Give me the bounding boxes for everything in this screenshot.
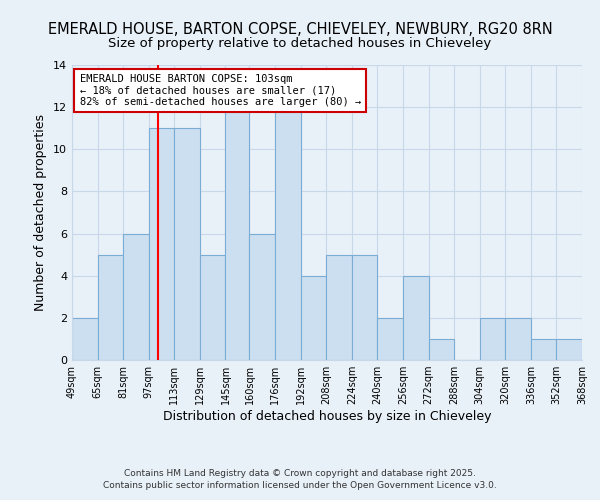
Bar: [301, 276, 326, 360]
Text: EMERALD HOUSE, BARTON COPSE, CHIEVELEY, NEWBURY, RG20 8RN: EMERALD HOUSE, BARTON COPSE, CHIEVELEY, …: [47, 22, 553, 38]
Bar: [505, 318, 531, 360]
Text: EMERALD HOUSE BARTON COPSE: 103sqm
← 18% of detached houses are smaller (17)
82%: EMERALD HOUSE BARTON COPSE: 103sqm ← 18%…: [80, 74, 361, 107]
Text: Size of property relative to detached houses in Chieveley: Size of property relative to detached ho…: [109, 38, 491, 51]
Text: Contains public sector information licensed under the Open Government Licence v3: Contains public sector information licen…: [103, 481, 497, 490]
Bar: [326, 254, 352, 360]
Bar: [428, 339, 454, 360]
Bar: [403, 276, 428, 360]
Bar: [275, 107, 301, 360]
Bar: [531, 339, 556, 360]
Bar: [98, 254, 123, 360]
Bar: [72, 318, 98, 360]
Y-axis label: Number of detached properties: Number of detached properties: [34, 114, 47, 311]
Bar: [226, 107, 250, 360]
Bar: [479, 318, 505, 360]
Bar: [123, 234, 149, 360]
Text: Contains HM Land Registry data © Crown copyright and database right 2025.: Contains HM Land Registry data © Crown c…: [124, 468, 476, 477]
Bar: [200, 254, 226, 360]
Bar: [250, 234, 275, 360]
Bar: [352, 254, 377, 360]
Bar: [149, 128, 175, 360]
Bar: [377, 318, 403, 360]
Bar: [175, 128, 200, 360]
X-axis label: Distribution of detached houses by size in Chieveley: Distribution of detached houses by size …: [163, 410, 491, 423]
Bar: [556, 339, 582, 360]
